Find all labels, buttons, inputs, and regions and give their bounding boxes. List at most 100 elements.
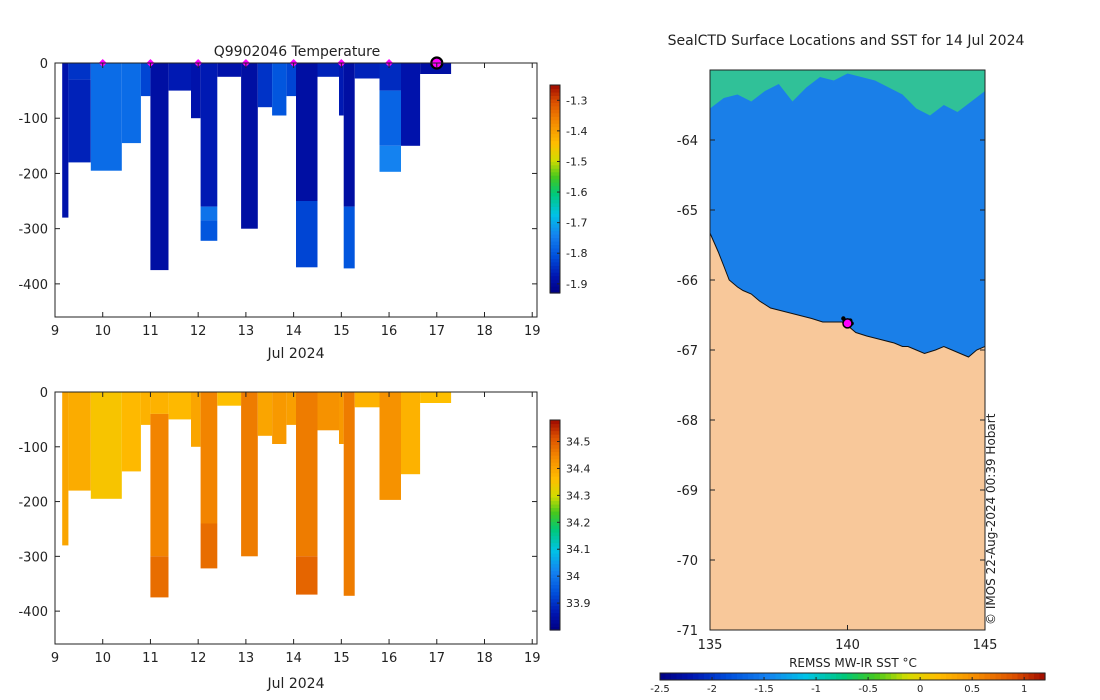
temperature-colorbar-band-37 bbox=[550, 161, 560, 166]
sst-colorbar-band-11 bbox=[720, 673, 727, 680]
sst-colorbar-band-41 bbox=[885, 673, 892, 680]
salinity-colorbar-band-30 bbox=[550, 521, 560, 526]
salinity-colorbar-band-7 bbox=[550, 602, 560, 607]
temperature-colorbar-band-5 bbox=[550, 272, 560, 277]
salinity-colorbar-band-50 bbox=[550, 451, 560, 456]
salinity-cell-16-0 bbox=[339, 392, 344, 444]
temperature-colorbar-band-41 bbox=[550, 147, 560, 152]
temperature-colorbar-band-31 bbox=[550, 182, 560, 187]
temperature-cell-7-0 bbox=[191, 63, 201, 119]
sst-colorbar-band-36 bbox=[858, 673, 865, 680]
sst-colorbar-band-34 bbox=[847, 673, 854, 680]
salinity-colorbar-band-57 bbox=[550, 427, 560, 432]
salinity-colorbar-band-59 bbox=[550, 420, 560, 425]
temperature-colorbar-label-1: -1.4 bbox=[566, 125, 587, 138]
sst-colorbar-band-15 bbox=[742, 673, 749, 680]
sst-colorbar-band-23 bbox=[786, 673, 793, 680]
sst-map-panel: SealCTD Surface Locations and SST for 14… bbox=[650, 33, 1046, 695]
sst-colorbar-band-5 bbox=[687, 673, 694, 680]
map-ytick-label-3: -67 bbox=[677, 344, 698, 359]
salinity-colorbar-band-3 bbox=[550, 616, 560, 621]
temperature-colorbar-band-58 bbox=[550, 88, 560, 93]
salinity-colorbar-label-0: 34.5 bbox=[566, 436, 591, 449]
map-xtick-label-0: 135 bbox=[698, 638, 723, 653]
temperature-ytick-label-1: -100 bbox=[18, 112, 48, 127]
temperature-cell-14-1 bbox=[296, 201, 318, 268]
sst-colorbar-band-51 bbox=[940, 673, 947, 680]
salinity-cell-10-0 bbox=[241, 392, 258, 557]
temperature-cell-9-0 bbox=[217, 63, 242, 77]
sst-colorbar-band-47 bbox=[918, 673, 925, 680]
temperature-colorbar-label-6: -1.9 bbox=[566, 278, 587, 291]
salinity-colorbar-band-35 bbox=[550, 504, 560, 509]
salinity-xtick-label-1: 10 bbox=[94, 651, 111, 666]
temperature-colorbar-band-44 bbox=[550, 137, 560, 142]
salinity-cell-14-1 bbox=[296, 556, 318, 595]
temperature-colorbar-band-34 bbox=[550, 171, 560, 176]
sst-colorbar-band-69 bbox=[1039, 673, 1046, 680]
sst-colorbar-label-6: 0.5 bbox=[964, 684, 980, 695]
sst-colorbar-band-24 bbox=[792, 673, 799, 680]
sst-colorbar-band-64 bbox=[1012, 673, 1019, 680]
salinity-xlabel: Jul 2024 bbox=[267, 676, 325, 692]
temperature-colorbar-band-55 bbox=[550, 98, 560, 103]
salinity-xtick-label-0: 9 bbox=[51, 651, 59, 666]
map-ytick-label-7: -71 bbox=[677, 624, 698, 639]
salinity-colorbar-band-24 bbox=[550, 542, 560, 547]
temperature-colorbar-band-32 bbox=[550, 178, 560, 183]
salinity-ytick-label-0: 0 bbox=[40, 386, 48, 401]
salinity-cell-8-1 bbox=[200, 523, 218, 569]
salinity-colorbar-band-31 bbox=[550, 518, 560, 523]
sst-colorbar-label-2: -1.5 bbox=[754, 684, 774, 695]
temperature-xtick-label-5: 14 bbox=[285, 324, 302, 339]
salinity-colorbar-band-28 bbox=[550, 528, 560, 533]
temperature-cell-11-0 bbox=[257, 63, 273, 108]
sst-colorbar-band-31 bbox=[830, 673, 837, 680]
salinity-colorbar-band-58 bbox=[550, 423, 560, 428]
temperature-colorbar-band-46 bbox=[550, 130, 560, 135]
temperature-colorbar: -1.3 -1.4 -1.5 -1.6 -1.7 -1.8 -1.9 bbox=[549, 84, 587, 294]
salinity-xtick-label-2: 11 bbox=[142, 651, 159, 666]
temperature-cell-1-0 bbox=[68, 63, 91, 80]
temperature-xlabel: Jul 2024 bbox=[267, 346, 325, 362]
sst-colorbar-band-37 bbox=[863, 673, 870, 680]
temperature-colorbar-frame bbox=[549, 84, 561, 294]
sst-colorbar-band-40 bbox=[880, 673, 887, 680]
salinity-colorbar-band-38 bbox=[550, 493, 560, 498]
sst-colorbar-band-28 bbox=[814, 673, 821, 680]
salinity-cell-11-0 bbox=[257, 392, 273, 436]
salinity-colorbar-band-12 bbox=[550, 584, 560, 589]
sst-colorbar-band-10 bbox=[715, 673, 722, 680]
temperature-cell-19-0 bbox=[379, 63, 401, 91]
salinity-cell-20-0 bbox=[401, 392, 421, 475]
temperature-cell-2-0 bbox=[90, 63, 122, 171]
sst-colorbar-band-26 bbox=[803, 673, 810, 680]
salinity-colorbar-band-46 bbox=[550, 465, 560, 470]
salinity-colorbar-frame bbox=[549, 419, 561, 631]
sst-colorbar-band-30 bbox=[825, 673, 832, 680]
salinity-colorbar-band-5 bbox=[550, 609, 560, 614]
salinity-cell-6-0 bbox=[168, 392, 191, 420]
temperature-colorbar-band-28 bbox=[550, 192, 560, 197]
temperature-colorbar-band-57 bbox=[550, 91, 560, 96]
temperature-cell-5-0 bbox=[150, 63, 169, 271]
temperature-xtick-label-6: 15 bbox=[333, 324, 350, 339]
temperature-colorbar-band-29 bbox=[550, 189, 560, 194]
sst-colorbar-band-59 bbox=[984, 673, 991, 680]
temperature-colorbar-band-25 bbox=[550, 202, 560, 207]
temperature-colorbar-band-9 bbox=[550, 258, 560, 263]
temperature-cell-8-0 bbox=[200, 63, 218, 207]
temperature-colorbar-band-15 bbox=[550, 237, 560, 242]
salinity-colorbar-band-2 bbox=[550, 619, 560, 624]
salinity-cell-14-0 bbox=[296, 392, 318, 557]
salinity-colorbar-band-33 bbox=[550, 511, 560, 516]
salinity-cell-0-0 bbox=[62, 392, 69, 546]
salinity-colorbar-band-18 bbox=[550, 563, 560, 568]
temperature-colorbar-band-36 bbox=[550, 164, 560, 169]
sst-colorbar-band-12 bbox=[726, 673, 733, 680]
sst-colorbar-label-5: 0 bbox=[917, 684, 923, 695]
salinity-cell-21-0 bbox=[420, 392, 452, 403]
salinity-colorbar-band-19 bbox=[550, 560, 560, 565]
salinity-xtick-label-4: 13 bbox=[238, 651, 255, 666]
salinity-colorbar-band-10 bbox=[550, 591, 560, 596]
